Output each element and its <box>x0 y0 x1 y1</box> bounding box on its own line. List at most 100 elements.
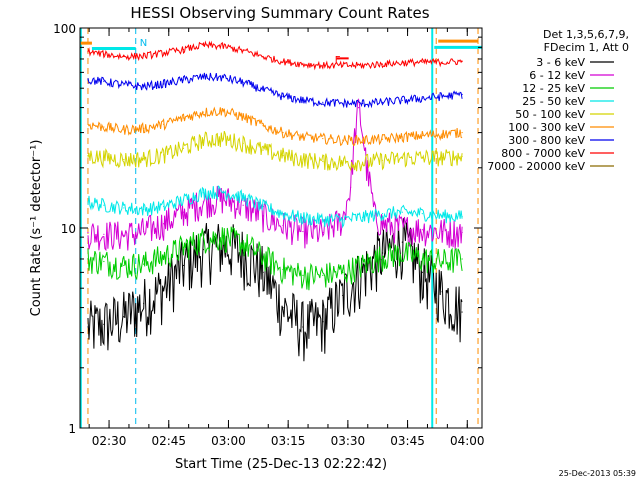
legend-label: 100 - 300 keV <box>508 121 585 134</box>
data-point <box>222 191 224 193</box>
data-point <box>202 248 204 251</box>
data-point <box>202 192 204 194</box>
data-point <box>242 116 244 118</box>
data-point <box>262 149 264 151</box>
data-point <box>222 45 224 47</box>
data-point <box>143 208 145 210</box>
data-point <box>282 306 284 309</box>
data-point <box>262 255 264 258</box>
data-point <box>87 258 89 260</box>
data-point <box>123 55 125 58</box>
data-point <box>182 48 185 51</box>
data-point <box>282 268 284 271</box>
data-point <box>87 155 89 157</box>
data-point <box>401 136 403 138</box>
data-point <box>87 79 89 81</box>
data-point <box>143 302 145 304</box>
data-point <box>202 201 204 203</box>
data-point <box>262 89 264 91</box>
data-point <box>461 231 463 234</box>
data-point <box>123 158 125 161</box>
data-point <box>342 294 344 297</box>
data-point <box>123 234 125 236</box>
data-point <box>322 231 324 234</box>
data-point <box>461 258 463 260</box>
data-point <box>322 101 324 103</box>
data-point <box>381 223 384 225</box>
data-point <box>262 205 264 208</box>
data-point <box>123 316 125 318</box>
axes: 02:30 02:45 03:00 03:15 03:30 03:45 04:00 1 10 10… <box>53 22 484 448</box>
data-point <box>381 252 384 254</box>
data-point <box>381 159 384 161</box>
data-point <box>441 61 443 63</box>
data-point <box>242 81 244 83</box>
data-point <box>143 55 145 57</box>
data-point <box>202 76 204 78</box>
data-point <box>421 61 423 63</box>
legend: Det 1,3,5,6,7,9,FDecim 1, Att 0 3 - 6 keV… <box>487 28 629 173</box>
data-point <box>441 215 443 217</box>
data-point <box>143 127 145 129</box>
data-point <box>441 260 443 263</box>
x-tick-label: 02:30 <box>92 434 127 448</box>
data-point <box>282 131 284 134</box>
data-point <box>162 52 165 54</box>
data-point <box>123 84 125 86</box>
data-point <box>322 219 324 221</box>
data-point <box>222 110 224 112</box>
data-point <box>461 93 463 96</box>
data-point <box>262 215 264 217</box>
data-point <box>103 80 105 83</box>
data-point <box>282 224 284 227</box>
data-point <box>103 323 105 325</box>
data-point <box>342 139 344 141</box>
data-point <box>302 326 304 328</box>
data-point <box>361 216 364 218</box>
data-point <box>302 158 304 161</box>
data-point <box>342 161 344 163</box>
data-point <box>123 264 125 267</box>
data-point <box>103 126 105 128</box>
data-point <box>381 101 384 103</box>
data-point <box>397 227 400 229</box>
x-tick-label: 04:00 <box>450 434 485 448</box>
data-point <box>421 258 423 260</box>
data-point <box>123 207 125 209</box>
data-point <box>421 134 423 137</box>
legend-header: FDecim 1, Att 0 <box>544 41 629 54</box>
series-7 <box>87 40 463 71</box>
plot-area: NF <box>79 28 482 428</box>
data-point <box>202 238 204 240</box>
data-point <box>381 255 384 258</box>
series-trace-4 <box>87 130 463 172</box>
data-point <box>302 217 304 219</box>
series-0 <box>87 218 463 362</box>
data-point <box>103 53 105 55</box>
series-trace-2 <box>87 226 463 291</box>
data-point <box>182 246 185 248</box>
data-point <box>87 231 89 234</box>
data-point <box>401 62 403 64</box>
data-point <box>143 230 145 233</box>
legend-label: 7000 - 20000 keV <box>487 160 585 173</box>
legend-label: 800 - 7000 keV <box>501 147 585 160</box>
data-point <box>282 95 284 97</box>
annotation-n: N <box>140 38 147 49</box>
data-point <box>222 137 224 140</box>
data-point <box>87 51 89 53</box>
legend-header: Det 1,3,5,6,7,9, <box>543 28 629 41</box>
data-point <box>182 117 185 119</box>
data-point <box>302 63 304 65</box>
data-point <box>222 236 224 238</box>
data-point <box>162 154 165 156</box>
data-point <box>361 64 364 67</box>
x-tick-label: 03:45 <box>390 434 425 448</box>
annotation-f: F <box>335 55 341 66</box>
data-point <box>361 161 364 163</box>
data-point <box>401 252 403 254</box>
legend-label: 25 - 50 keV <box>522 95 585 108</box>
data-point <box>401 157 403 159</box>
data-point <box>361 102 364 104</box>
